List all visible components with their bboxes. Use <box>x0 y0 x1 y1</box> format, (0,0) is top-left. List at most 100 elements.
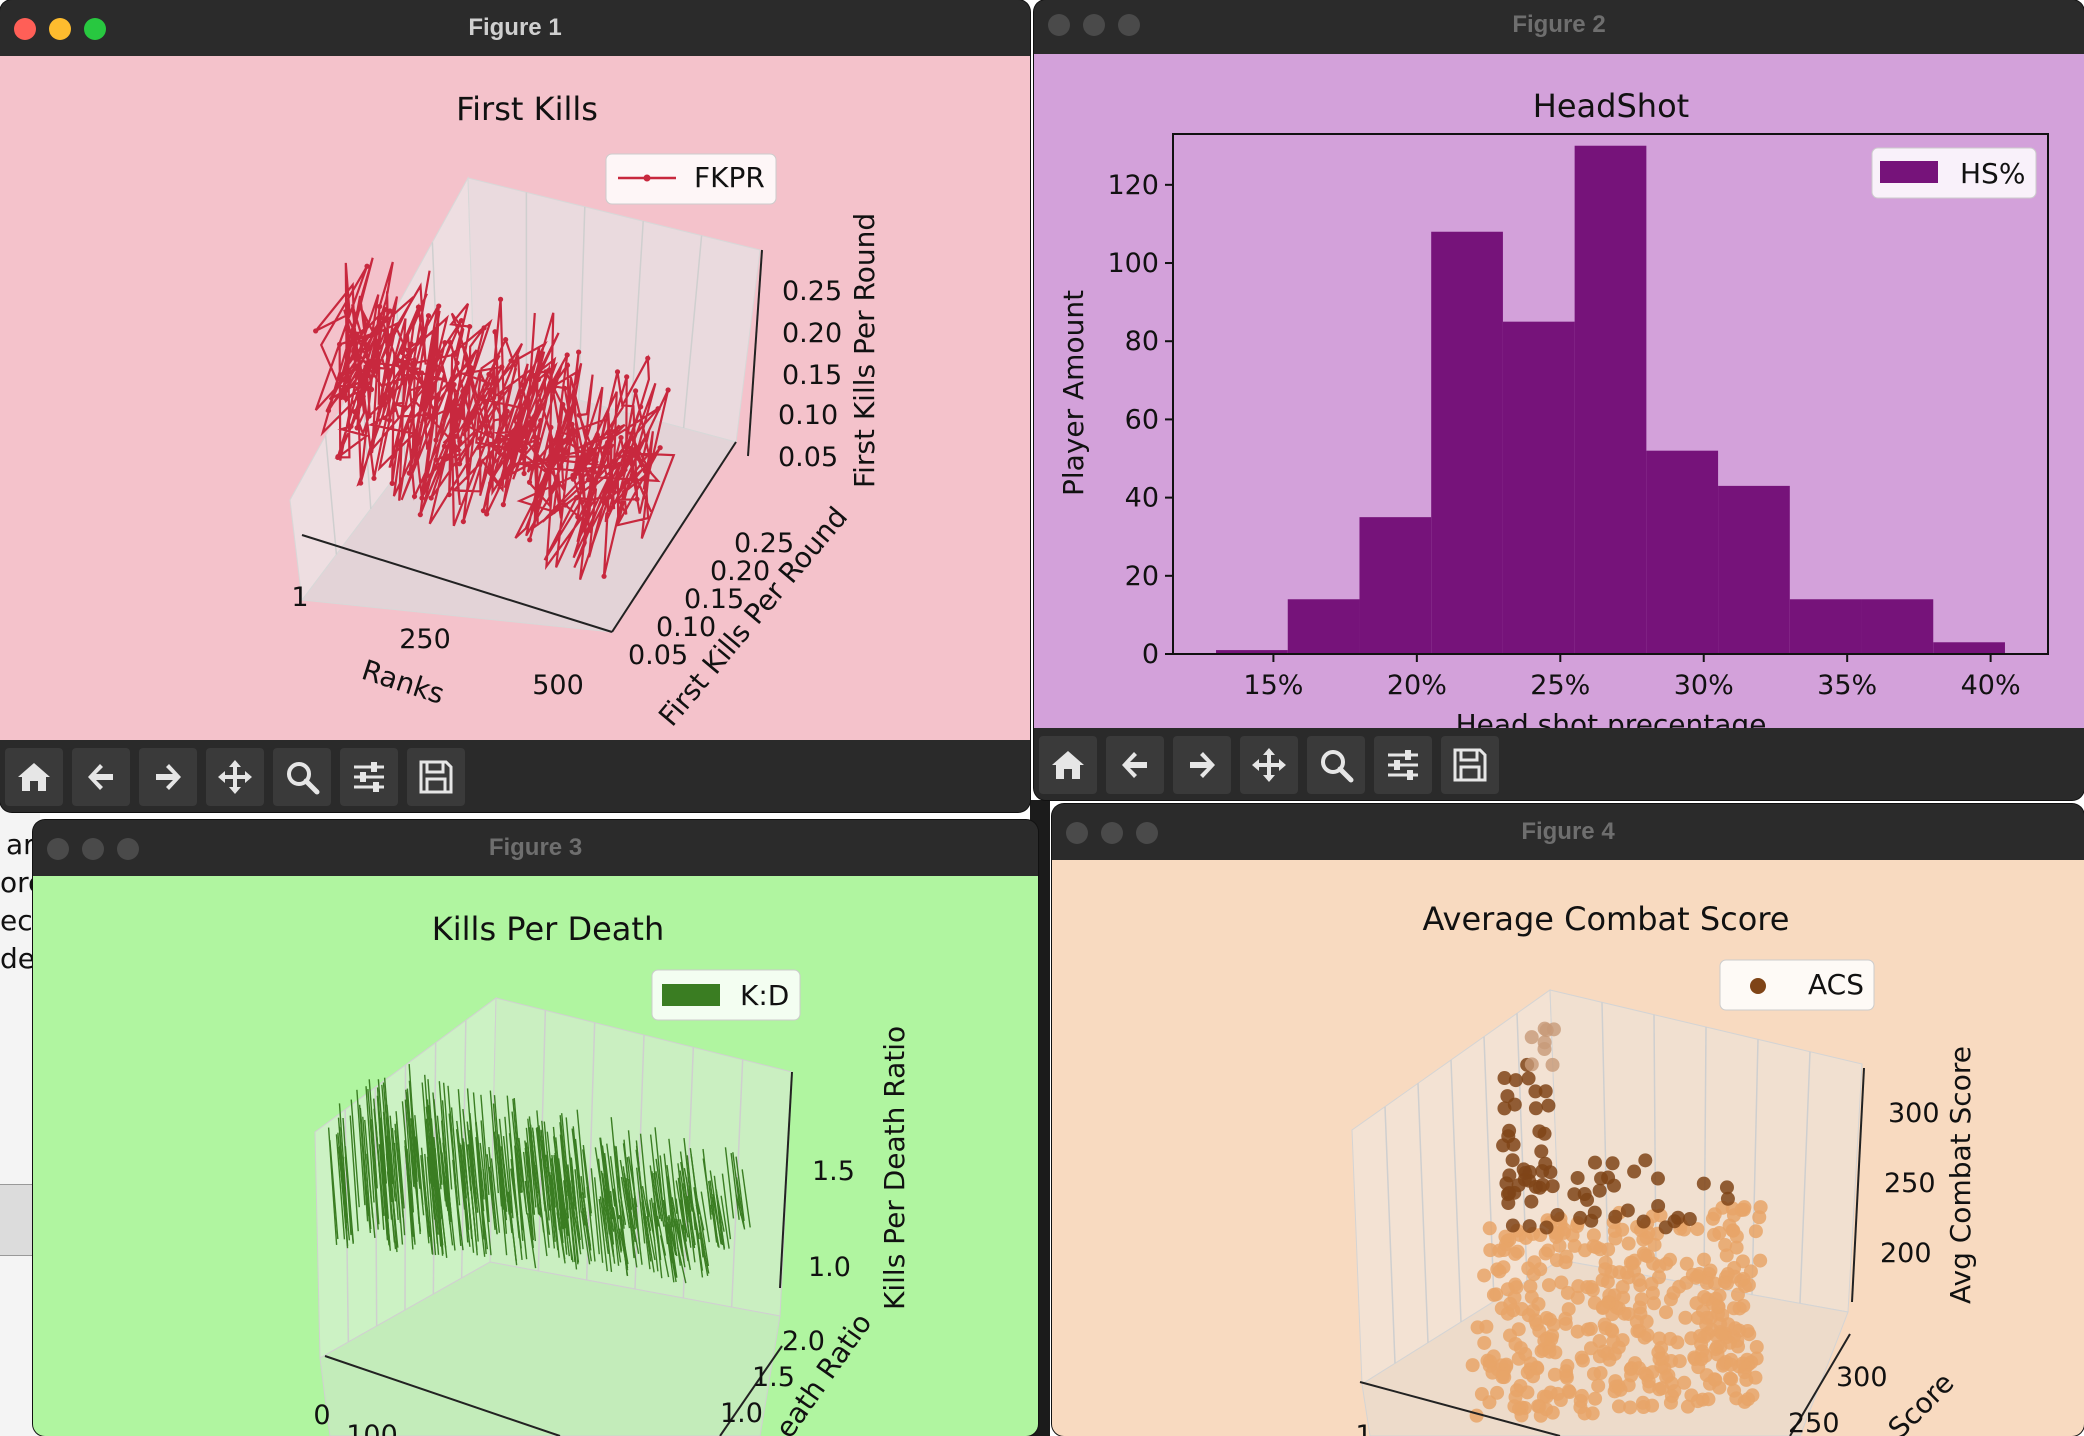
fkpr-point <box>532 434 538 440</box>
figure-2-window[interactable]: Figure 2 0 20 40 60 80 100 120 15% 20% 25% 30% 35%… <box>1034 0 2084 800</box>
save-disk-button[interactable] <box>407 748 465 806</box>
pan-move-icon <box>1252 748 1286 782</box>
minimize-button[interactable] <box>1101 822 1123 844</box>
kd-bar <box>667 1236 677 1283</box>
kd-bar <box>405 1089 415 1187</box>
fkpr-point <box>448 399 455 405</box>
kd-bar <box>582 1145 593 1214</box>
acs-point <box>1570 1290 1585 1305</box>
acs-point <box>1634 1292 1649 1307</box>
fkpr-point <box>535 485 541 491</box>
acs-point <box>1697 1289 1712 1304</box>
kd-bar <box>569 1180 579 1265</box>
y-axis-label: Player Amount <box>1057 290 1090 496</box>
plot-canvas[interactable]: Average Combat Score ACS 300 250 200 Avg… <box>1052 860 2084 1436</box>
title-bar[interactable]: Figure 2 <box>1034 0 2084 54</box>
back-arrow-button[interactable] <box>72 748 130 806</box>
average-combat-score-3d-scatter[interactable]: Average Combat Score ACS 300 250 200 Avg… <box>1052 860 2084 1436</box>
kd-bar <box>366 1153 376 1239</box>
acs-point <box>1486 1287 1501 1302</box>
kd-bar <box>735 1156 745 1221</box>
acs-point <box>1753 1200 1768 1215</box>
close-button[interactable] <box>14 18 36 40</box>
kd-bar <box>489 1090 500 1194</box>
configure-sliders-button[interactable] <box>340 748 398 806</box>
z-tick-label: 200 <box>1880 1238 1932 1269</box>
kd-bar <box>540 1129 550 1221</box>
kd-bar <box>741 1169 751 1228</box>
title-bar[interactable]: Figure 3 <box>33 820 1038 876</box>
maximize-button[interactable] <box>84 18 106 40</box>
kd-bar <box>620 1176 631 1229</box>
kills-per-death-3d-bar-chart[interactable]: Kills Per Death K:D 1.5 1.0 Kills Per De… <box>33 876 1038 1436</box>
maximize-button[interactable] <box>1136 822 1158 844</box>
fkpr-point <box>618 434 624 441</box>
pan-move-button[interactable] <box>206 748 264 806</box>
home-button[interactable] <box>5 748 63 806</box>
fkpr-point <box>364 363 370 369</box>
kd-bar <box>698 1232 709 1277</box>
kd-bar <box>361 1143 372 1234</box>
kd-bar <box>651 1171 661 1220</box>
kd-bar <box>344 1156 354 1244</box>
fkpr-point <box>486 371 492 378</box>
zoom-magnifier-button[interactable] <box>273 748 331 806</box>
fkpr-point <box>497 296 504 302</box>
y-tick-label: 0.05 <box>628 640 688 671</box>
acs-point-high <box>1696 1176 1711 1191</box>
kd-bar <box>623 1139 633 1225</box>
z-axis-label: First Kills Per Round <box>848 213 881 488</box>
first-kills-3d-line-chart[interactable]: First Kills FKPR 1 250 500 Ranks 0.25 0.… <box>0 56 1030 740</box>
kd-bar <box>686 1197 696 1263</box>
fkpr-point <box>502 446 508 452</box>
title-bar[interactable]: Figure 4 <box>1052 804 2084 860</box>
fkpr-point <box>335 454 341 460</box>
forward-arrow-button[interactable] <box>139 748 197 806</box>
minimize-button[interactable] <box>82 838 104 860</box>
maximize-button[interactable] <box>1118 14 1140 36</box>
chart-title: First Kills <box>456 90 598 128</box>
zoom-magnifier-button[interactable] <box>1307 736 1365 794</box>
fkpr-point <box>546 367 552 374</box>
close-button[interactable] <box>47 838 69 860</box>
plot-canvas[interactable]: Kills Per Death K:D 1.5 1.0 Kills Per De… <box>33 876 1038 1436</box>
acs-point <box>1638 1248 1653 1263</box>
headshot-histogram[interactable]: 0 20 40 60 80 100 120 15% 20% 25% 30% 35% 40% HeadS… <box>1034 54 2084 728</box>
close-button[interactable] <box>1066 822 1088 844</box>
save-disk-button[interactable] <box>1441 736 1499 794</box>
acs-point-high <box>1497 1071 1512 1086</box>
fkpr-point <box>354 425 360 431</box>
z-tick-label: 0.15 <box>782 360 842 391</box>
maximize-button[interactable] <box>117 838 139 860</box>
kd-bar <box>609 1191 620 1266</box>
acs-point <box>1514 1408 1529 1423</box>
close-button[interactable] <box>1048 14 1070 36</box>
acs-point <box>1718 1237 1733 1252</box>
kd-bar <box>437 1183 448 1258</box>
configure-sliders-button[interactable] <box>1374 736 1432 794</box>
figure-1-window[interactable]: Figure 1 First Kills FKPR 1 250 500 Rank… <box>0 0 1030 812</box>
figure-3-window[interactable]: Figure 3 Kills Per Death K:D 1.5 1.0 Kil… <box>33 820 1038 1436</box>
kd-bar <box>715 1189 725 1250</box>
x-tick-label: 30% <box>1674 670 1734 701</box>
figure-4-window[interactable]: Figure 4 Average Combat Score ACS 300 25… <box>1052 804 2084 1436</box>
kd-bar <box>365 1086 375 1203</box>
minimize-button[interactable] <box>49 18 71 40</box>
forward-arrow-button[interactable] <box>1173 736 1231 794</box>
kd-bar <box>677 1247 687 1284</box>
fkpr-point <box>566 416 572 423</box>
kd-bar <box>338 1145 349 1249</box>
minimize-button[interactable] <box>1083 14 1105 36</box>
plot-canvas[interactable]: 0 20 40 60 80 100 120 15% 20% 25% 30% 35% 40% HeadS… <box>1034 54 2084 728</box>
title-bar[interactable]: Figure 1 <box>0 0 1030 56</box>
fkpr-point <box>569 421 575 427</box>
home-button[interactable] <box>1039 736 1097 794</box>
z-axis-label: Avg Combat Score <box>1944 1046 1977 1304</box>
fkpr-point <box>419 495 425 501</box>
back-arrow-button[interactable] <box>1106 736 1164 794</box>
acs-point <box>1740 1323 1755 1338</box>
kd-bar <box>618 1214 629 1277</box>
acs-point <box>1727 1269 1742 1284</box>
pan-move-button[interactable] <box>1240 736 1298 794</box>
plot-canvas[interactable]: First Kills FKPR 1 250 500 Ranks 0.25 0.… <box>0 56 1030 740</box>
